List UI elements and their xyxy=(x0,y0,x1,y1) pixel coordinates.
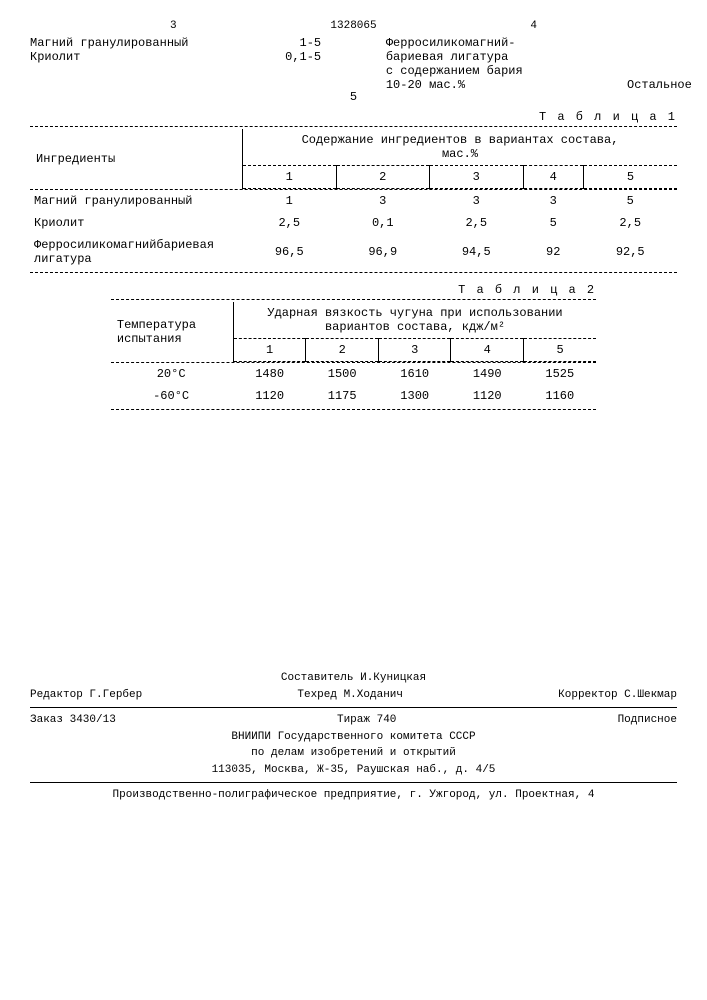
table2-caption: Т а б л и ц а 2 xyxy=(111,283,596,297)
t2-c3: 3 xyxy=(378,339,451,362)
table2-wrap: Т а б л и ц а 2 Температура испытания Уд… xyxy=(111,283,596,410)
col-num-3: 3 xyxy=(170,20,177,32)
t2-r0-v4: 1525 xyxy=(524,363,597,385)
column-numbers-row: 3 1328065 4 xyxy=(30,20,677,32)
ingr-kr-label: Криолит xyxy=(30,50,80,64)
order: Заказ 3430/13 xyxy=(30,712,116,729)
t1-c1: 1 xyxy=(243,166,337,189)
t1-row1: Криолит 2,5 0,1 2,5 5 2,5 xyxy=(30,212,677,234)
t1-c5: 5 xyxy=(583,166,677,189)
t2-r0-v0: 1480 xyxy=(233,363,306,385)
t2-c2: 2 xyxy=(306,339,379,362)
t1-r0-v3: 3 xyxy=(523,190,583,212)
compiler: Составитель И.Куницкая xyxy=(30,670,677,687)
t1-r0-v1: 3 xyxy=(336,190,430,212)
t2-r0-v3: 1490 xyxy=(451,363,524,385)
t2-header-temp: Температура испытания xyxy=(111,302,234,362)
t1-r1-v0: 2,5 xyxy=(243,212,337,234)
t2-r1-v4: 1160 xyxy=(524,385,597,407)
ingr-kr-val: 0,1-5 xyxy=(271,50,321,64)
t1-r1-v3: 5 xyxy=(523,212,583,234)
techred: Техред М.Ходанич xyxy=(297,687,403,704)
editor: Редактор Г.Гербер xyxy=(30,687,142,704)
t1-r1-v2: 2,5 xyxy=(430,212,524,234)
ingr-fs-label: Ферросиликомагний- бариевая лигатура с с… xyxy=(386,36,523,92)
t1-c4: 4 xyxy=(523,166,583,189)
t1-r0-v2: 3 xyxy=(430,190,524,212)
table1: Ингредиенты Содержание ингредиентов в ва… xyxy=(30,129,677,270)
press: Производственно-полиграфическое предприя… xyxy=(30,787,677,804)
t1-r2-v2: 94,5 xyxy=(430,234,524,270)
top-left-col: Магний гранулированный 1-5 Криолит 0,1-5 xyxy=(30,36,321,92)
org2: по делам изобретений и открытий xyxy=(30,745,677,762)
t2-c5: 5 xyxy=(524,339,597,362)
footer-block: Составитель И.Куницкая Редактор Г.Гербер… xyxy=(30,670,677,804)
t1-header-group: Содержание ингредиентов в вариантах сост… xyxy=(243,129,678,166)
tirazh: Тираж 740 xyxy=(337,712,396,729)
t2-r1-v0: 1120 xyxy=(233,385,306,407)
table1-wrap: Т а б л и ц а 1 Ингредиенты Содержание и… xyxy=(30,110,677,273)
col-num-5: 5 xyxy=(30,90,677,104)
addr: 113035, Москва, Ж-35, Раушская наб., д. … xyxy=(30,762,677,779)
ingr-mg-val: 1-5 xyxy=(271,36,321,50)
ingr-mg-label: Магний гранулированный xyxy=(30,36,188,50)
org1: ВНИИПИ Государственного комитета СССР xyxy=(30,729,677,746)
t2-r0-v2: 1610 xyxy=(378,363,451,385)
t1-r2-v3: 92 xyxy=(523,234,583,270)
table2: Температура испытания Ударная вязкость ч… xyxy=(111,302,596,407)
subscribe: Подписное xyxy=(618,712,677,729)
t1-r2-v0: 96,5 xyxy=(243,234,337,270)
top-ingredients-block: Магний гранулированный 1-5 Криолит 0,1-5… xyxy=(30,36,677,92)
t1-r1-name: Криолит xyxy=(30,212,243,234)
t2-row0: 20°С 1480 1500 1610 1490 1525 xyxy=(111,363,596,385)
t1-r0-v4: 5 xyxy=(583,190,677,212)
t1-header-ingr: Ингредиенты xyxy=(30,129,243,189)
t1-r1-v4: 2,5 xyxy=(583,212,677,234)
t2-c4: 4 xyxy=(451,339,524,362)
t2-r0-name: 20°С xyxy=(111,363,234,385)
t1-r2-v4: 92,5 xyxy=(583,234,677,270)
t2-c1: 1 xyxy=(233,339,306,362)
t2-header-group: Ударная вязкость чугуна при использовани… xyxy=(233,302,596,339)
t1-r2-name: Ферросиликомагнийбариевая лигатура xyxy=(30,234,243,270)
t1-r2-v1: 96,9 xyxy=(336,234,430,270)
t2-r1-v1: 1175 xyxy=(306,385,379,407)
t1-c2: 2 xyxy=(336,166,430,189)
t2-r1-name: -60°С xyxy=(111,385,234,407)
t1-r1-v1: 0,1 xyxy=(336,212,430,234)
t1-row2: Ферросиликомагнийбариевая лигатура 96,5 … xyxy=(30,234,677,270)
table1-caption: Т а б л и ц а 1 xyxy=(30,110,677,124)
t1-r0-name: Магний гранулированный xyxy=(30,190,243,212)
t2-row1: -60°С 1120 1175 1300 1120 1160 xyxy=(111,385,596,407)
col-num-4: 4 xyxy=(530,20,537,32)
t2-r1-v3: 1120 xyxy=(451,385,524,407)
corrector: Корректор С.Шекмар xyxy=(558,687,677,704)
t1-row0: Магний гранулированный 1 3 3 3 5 xyxy=(30,190,677,212)
patent-number: 1328065 xyxy=(330,20,376,32)
t2-r0-v1: 1500 xyxy=(306,363,379,385)
t1-c3: 3 xyxy=(430,166,524,189)
t2-r1-v2: 1300 xyxy=(378,385,451,407)
t1-r0-v0: 1 xyxy=(243,190,337,212)
ingr-fs-val: Остальное xyxy=(627,78,677,92)
top-right-col: Ферросиликомагний- бариевая лигатура с с… xyxy=(386,36,677,92)
